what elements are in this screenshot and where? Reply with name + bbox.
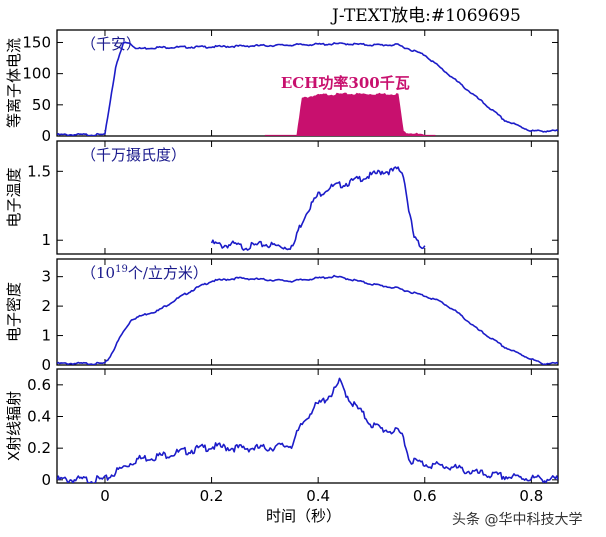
y-tick-label: 1.5: [27, 162, 51, 180]
panel-annotation: （千安）: [81, 35, 141, 53]
figure-title: J-TEXT放电:#1069695: [330, 6, 521, 26]
y-tick-label: 50: [32, 96, 51, 114]
x-tick-label: 0.2: [200, 487, 224, 505]
y-tick-label: 3: [41, 268, 51, 286]
y-tick-label: 150: [22, 33, 51, 51]
y-tick-label: 1: [41, 327, 51, 345]
annotation-base: （10: [81, 264, 115, 282]
series-line: [57, 377, 558, 483]
y-tick-label: 2: [41, 297, 51, 315]
x-axis-label: 时间（秒）: [266, 507, 341, 525]
y-tick-label: 0.4: [27, 408, 51, 426]
y-tick-label: 100: [22, 65, 51, 83]
y-axis-label: 等离子体电流: [5, 38, 23, 128]
y-tick-label: 0: [41, 127, 51, 145]
plot-frame: [56, 258, 559, 366]
y-axis-label: 电子温度: [5, 167, 23, 227]
plot-frame: [56, 140, 559, 255]
plot-frame: [56, 368, 559, 484]
y-axis-label: X射线辐射: [5, 391, 23, 461]
panel-annotation: （千万摄氏度）: [81, 146, 186, 164]
y-tick-label: 1: [41, 231, 51, 249]
annotation-exponent: 19: [115, 264, 128, 275]
y-tick-label: 0.2: [27, 439, 51, 457]
y-tick-label: 0.6: [27, 376, 51, 394]
annotation-unit: 个/立方米）: [128, 264, 208, 282]
ech-label: ECH功率300千瓦: [281, 74, 410, 92]
panel-annotation: （1019个/立方米）: [81, 264, 208, 282]
series-line: [57, 41, 558, 136]
watermark: 头条 @华中科技大学: [452, 511, 582, 528]
y-tick-label: 0: [41, 356, 51, 374]
x-tick-label: 0.6: [413, 487, 437, 505]
y-tick-label: 0: [41, 471, 51, 489]
panel-3: 0 1 2 3 电子密度 （1019个/立方米）: [5, 258, 559, 374]
series-line: [210, 166, 426, 251]
series-line: [57, 274, 558, 365]
series-ech-power: [296, 92, 426, 136]
y-axis-label: 电子密度: [5, 282, 23, 342]
x-tick-label: 0: [100, 487, 110, 505]
x-tick-label: 0.8: [519, 487, 543, 505]
x-tick-label: 0.4: [306, 487, 330, 505]
